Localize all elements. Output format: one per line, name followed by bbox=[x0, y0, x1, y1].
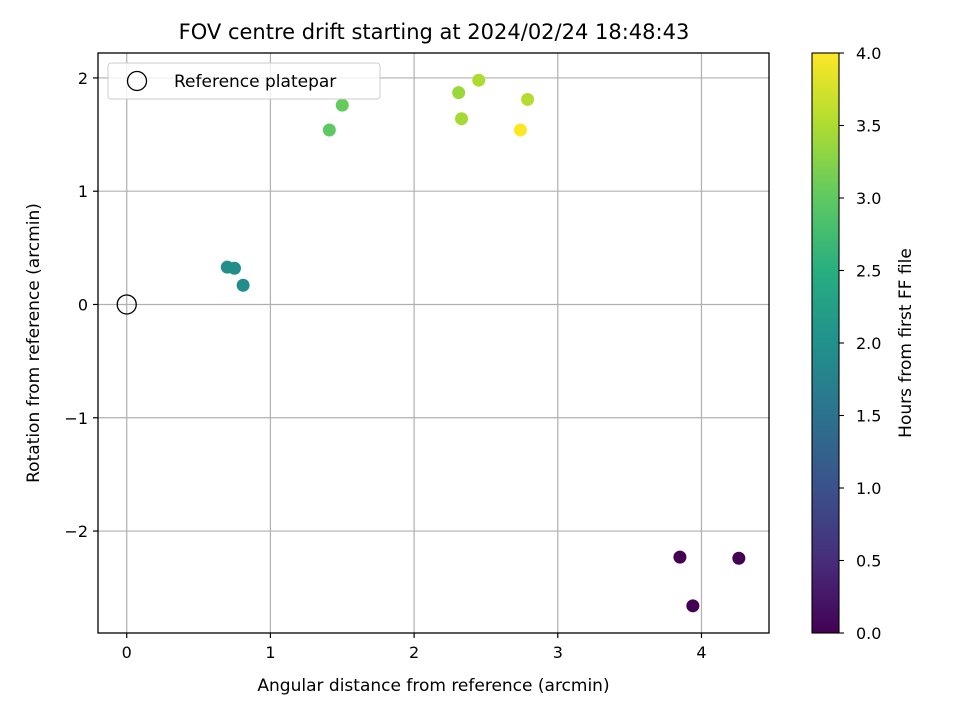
data-point bbox=[236, 278, 250, 292]
x-axis-ticks: 0 1 2 3 4 bbox=[122, 633, 707, 662]
colorbar-tick-label: 1.0 bbox=[856, 479, 881, 498]
colorbar-tick-label: 4.0 bbox=[856, 44, 881, 63]
chart-title: FOV centre drift starting at 2024/02/24 … bbox=[179, 20, 690, 44]
y-tick-label: 1 bbox=[78, 182, 88, 201]
plot-frame bbox=[97, 52, 770, 634]
x-axis-label: Angular distance from reference (arcmin) bbox=[257, 676, 609, 696]
data-point bbox=[732, 551, 746, 565]
colorbar-tick-label: 0.0 bbox=[856, 624, 881, 643]
colorbar-tick-label: 2.5 bbox=[856, 262, 881, 281]
data-point bbox=[472, 73, 486, 87]
data-point bbox=[335, 98, 349, 112]
data-point bbox=[322, 123, 336, 137]
colorbar-tick-label: 0.5 bbox=[856, 552, 881, 571]
y-tick-label: −1 bbox=[64, 409, 88, 428]
y-tick-label: 0 bbox=[78, 295, 88, 314]
colorbar-tick-label: 3.0 bbox=[856, 189, 881, 208]
legend-label: Reference platepar bbox=[174, 72, 336, 92]
legend-box bbox=[107, 62, 381, 100]
reference-point bbox=[116, 294, 137, 315]
colorbar-tick-label: 2.0 bbox=[856, 334, 881, 353]
data-point bbox=[227, 261, 241, 275]
y-axis-ticks: −2 −1 0 1 2 bbox=[64, 69, 98, 541]
colorbar-tick-label: 1.5 bbox=[856, 407, 881, 426]
data-point bbox=[673, 550, 687, 564]
colorbar-label: Hours from first FF file bbox=[896, 248, 916, 438]
colorbar-gradient bbox=[812, 53, 839, 633]
legend: Reference platepar bbox=[107, 62, 381, 100]
legend-marker-icon bbox=[126, 70, 148, 92]
data-point bbox=[686, 599, 700, 613]
colorbar: 0.0 0.5 1.0 1.5 2.0 2.5 3.0 3.5 4.0 Hours from f… bbox=[811, 44, 916, 643]
data-point bbox=[455, 112, 469, 126]
data-point bbox=[521, 92, 535, 106]
data-point bbox=[513, 123, 527, 137]
x-tick-label: 4 bbox=[696, 643, 706, 662]
y-tick-label: 2 bbox=[78, 69, 88, 88]
data-point bbox=[452, 86, 466, 100]
x-tick-label: 3 bbox=[553, 643, 563, 662]
y-tick-label: −2 bbox=[64, 522, 88, 541]
y-axis-label: Rotation from reference (arcmin) bbox=[24, 203, 44, 483]
colorbar-ticks: 0.0 0.5 1.0 1.5 2.0 2.5 3.0 3.5 4.0 bbox=[839, 44, 881, 643]
x-tick-label: 0 bbox=[122, 643, 132, 662]
grid bbox=[98, 53, 769, 633]
x-tick-label: 1 bbox=[265, 643, 275, 662]
x-tick-label: 2 bbox=[409, 643, 419, 662]
colorbar-tick-label: 3.5 bbox=[856, 117, 881, 136]
data-points bbox=[116, 73, 746, 613]
